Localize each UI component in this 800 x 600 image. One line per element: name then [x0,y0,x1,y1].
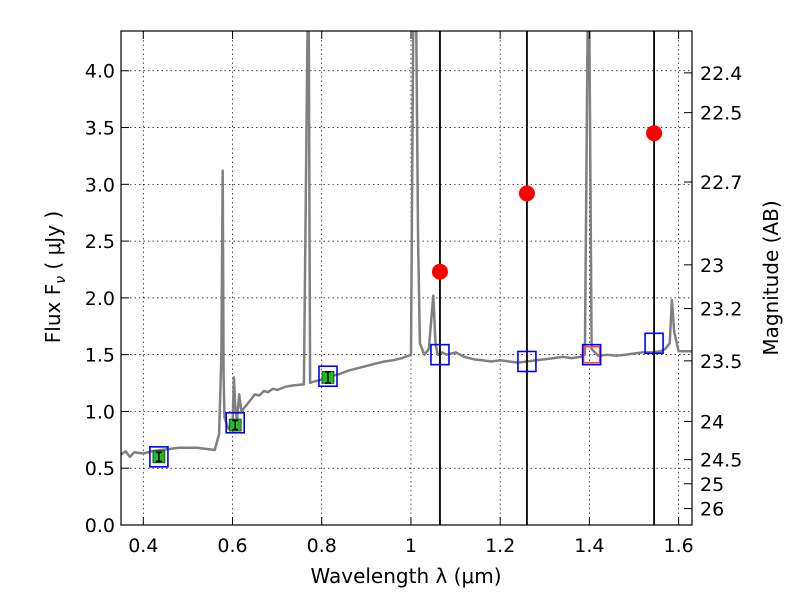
y-tick-label: 1.0 [85,401,115,423]
y-axis-label: Flux Fν ( μJy ) [41,211,69,343]
plot-frame [120,30,693,526]
y-axis-label-unit: ( μJy ) [41,211,65,276]
model-band-square [644,332,664,355]
right-axis-label: Magnitude (AB) [759,200,783,355]
spectrum-line [121,31,692,459]
y-tick-label: 1.5 [85,345,115,367]
model-band-square [517,350,537,373]
model-band-square [430,343,450,366]
x-axis-label: Wavelength λ (μm) [310,564,501,588]
x-tick-label: 1 [405,535,417,557]
data-markers [149,125,664,468]
x-tick-label: 1.6 [664,535,694,557]
mag-tick-label: 26 [700,499,724,521]
y-tick-label: 4.0 [85,61,115,83]
y-tick-label: 2.0 [85,288,115,310]
mag-tick-label: 22.7 [700,172,742,194]
y-tick-label: 0.5 [85,458,115,480]
mag-tick-label: 22.4 [700,63,742,85]
mag-tick-label: 23.5 [700,351,742,373]
mag-tick-label: 23.2 [700,299,742,321]
upper-limit-point [518,185,535,202]
highlight-square [582,345,601,364]
y-tick-label: 3.0 [85,174,115,196]
mag-tick-label: 25 [700,474,724,496]
x-tick-label: 1.2 [485,535,515,557]
upper-limit-point [431,263,448,280]
mag-tick-label: 23 [700,255,724,277]
y-tick-label: 2.5 [85,231,115,253]
x-tick-label: 0.8 [307,535,337,557]
model-band-square [581,343,602,366]
model-band-square [149,446,169,468]
model-band-square [318,365,338,388]
x-tick-label: 0.6 [217,535,247,557]
y-tick-label: 3.5 [85,118,115,140]
y-tick-label: 0.0 [85,515,115,537]
y-axis-label-subscript: ν [53,276,69,284]
axis-ticks: 0.4 0.6 0.8 1 1.2 1.4 1.6 0.0 0.5 1.0 1.5 2.0 2.5 3.0… [85,31,742,557]
mag-tick-label: 24 [700,411,724,433]
spectrum-series [121,31,692,459]
x-tick-label: 1.4 [574,535,604,557]
mag-tick-label: 24.5 [700,450,742,472]
mag-tick-label: 22.5 [700,103,742,125]
x-tick-label: 0.4 [128,535,158,557]
upper-limit-point [646,125,663,142]
model-band-square [225,411,245,434]
